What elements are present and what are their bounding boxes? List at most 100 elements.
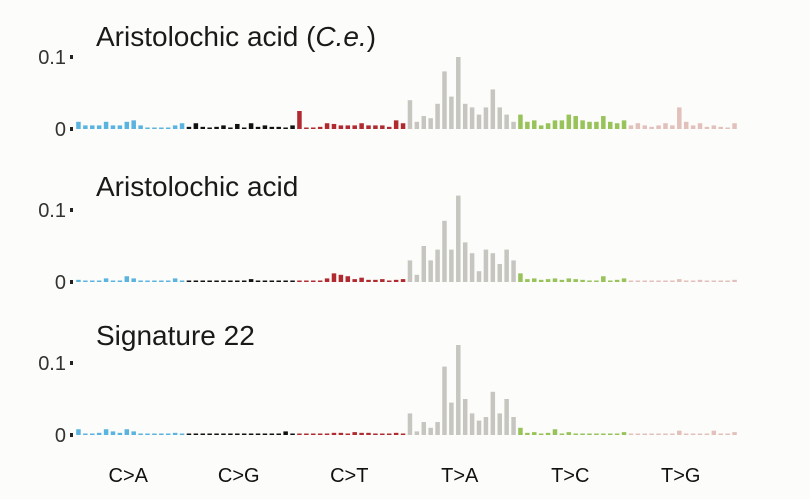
bar-CtoA-2: [83, 280, 88, 282]
panel-title-italic: C.e.: [315, 21, 366, 52]
bar-TtoG-5: [656, 280, 661, 282]
x-category-label: T>C: [551, 465, 589, 487]
bar-CtoG-5: [214, 126, 219, 129]
bar-TtoG-6: [663, 433, 668, 435]
bar-TtoA-14: [497, 413, 502, 435]
bar-TtoC-1: [518, 427, 523, 435]
y-tick-mark: [70, 280, 73, 284]
x-category-label: T>A: [441, 465, 479, 487]
bar-TtoG-3: [642, 433, 648, 435]
bar-TtoC-4: [538, 433, 544, 435]
bar-TtoC-7: [559, 433, 565, 435]
bar-CtoA-1: [76, 429, 81, 435]
bar-TtoA-13: [490, 89, 496, 129]
bar-TtoA-7: [449, 249, 454, 282]
bar-TtoG-12: [704, 433, 710, 435]
bar-CtoA-8: [124, 121, 130, 129]
bar-TtoA-8: [456, 345, 461, 435]
bar-TtoC-3: [532, 278, 537, 282]
bar-CtoT-9: [352, 279, 357, 282]
bar-TtoG-4: [649, 433, 654, 435]
bar-TtoC-3: [532, 432, 537, 435]
bar-TtoC-13: [601, 116, 606, 129]
bar-CtoG-8: [235, 433, 240, 435]
bar-CtoA-11: [145, 127, 150, 129]
bar-TtoG-6: [663, 280, 668, 282]
bar-CtoT-9: [352, 432, 357, 435]
bar-CtoT-4: [317, 126, 323, 129]
bar-CtoA-4: [96, 125, 102, 129]
bar-TtoC-14: [607, 433, 613, 435]
bar-TtoC-4: [538, 125, 544, 129]
y-tick-label: 0.1: [38, 200, 66, 222]
bar-CtoG-10: [248, 123, 254, 129]
bar-TtoG-2: [635, 280, 641, 282]
bar-TtoC-15: [614, 123, 620, 129]
bar-TtoG-1: [628, 280, 634, 282]
bar-CtoA-5: [103, 121, 109, 129]
bar-CtoA-6: [110, 431, 116, 435]
bar-CtoG-6: [221, 280, 226, 282]
bar-TtoA-16: [511, 417, 516, 435]
bar-TtoC-11: [587, 121, 592, 129]
bar-CtoG-9: [241, 127, 247, 129]
bar-CtoA-7: [117, 125, 123, 129]
bar-TtoC-13: [601, 433, 606, 435]
bar-CtoT-14: [386, 433, 392, 435]
bar-CtoT-15: [393, 432, 399, 435]
bar-TtoG-7: [670, 125, 675, 129]
bar-TtoA-5: [435, 422, 440, 435]
bar-TtoA-1: [407, 260, 413, 282]
signature-panels: Aristolochic acid (C.e.)00.1Aristolochic…: [38, 21, 737, 447]
bar-TtoA-14: [497, 107, 502, 129]
bar-TtoA-6: [442, 220, 447, 282]
y-tick-label: 0.1: [38, 47, 66, 69]
bar-TtoG-3: [642, 280, 648, 282]
bar-TtoC-10: [580, 279, 585, 282]
bar-CtoT-16: [400, 123, 406, 129]
bar-CtoG-13: [269, 126, 275, 129]
bar-TtoC-9: [573, 116, 578, 129]
bar-CtoG-12: [262, 125, 268, 129]
bar-CtoA-3: [90, 280, 95, 282]
bar-CtoG-2: [193, 280, 199, 282]
bar-CtoG-8: [235, 123, 240, 129]
bar-TtoA-2: [414, 121, 420, 129]
bar-TtoA-6: [442, 366, 447, 435]
bar-CtoT-6: [331, 273, 337, 282]
bar-TtoA-15: [504, 114, 509, 129]
bar-CtoG-7: [228, 280, 233, 282]
bar-CtoG-16: [290, 433, 295, 435]
panel-title-main: Signature 22: [96, 320, 255, 351]
y-tick-mark: [70, 361, 73, 365]
bar-CtoA-4: [96, 280, 102, 282]
bar-TtoG-8: [677, 107, 682, 129]
bar-TtoC-11: [587, 280, 592, 282]
bar-TtoA-11: [476, 271, 482, 282]
bar-CtoT-2: [304, 127, 309, 129]
bar-TtoA-4: [428, 260, 433, 282]
bar-TtoA-3: [421, 116, 427, 129]
bar-TtoC-8: [566, 432, 572, 435]
bar-TtoA-13: [490, 253, 496, 282]
bar-CtoT-8: [345, 276, 351, 282]
bar-CtoA-6: [110, 125, 116, 129]
bar-CtoA-12: [152, 127, 157, 129]
bar-CtoG-2: [193, 123, 199, 129]
bar-TtoC-2: [525, 279, 530, 282]
bar-CtoA-5: [103, 278, 109, 282]
bar-TtoA-8: [456, 57, 461, 129]
bar-CtoT-7: [338, 125, 344, 129]
x-category-label: T>G: [661, 465, 700, 487]
bar-CtoT-12: [373, 279, 378, 282]
bar-TtoC-5: [545, 279, 551, 282]
bar-CtoT-15: [393, 279, 399, 282]
bar-CtoG-10: [248, 279, 254, 282]
bar-CtoG-15: [283, 431, 288, 435]
bar-TtoC-12: [594, 280, 599, 282]
bar-TtoG-16: [732, 123, 737, 129]
bar-TtoG-16: [732, 432, 737, 435]
bar-TtoG-3: [642, 125, 648, 129]
bar-TtoA-3: [421, 246, 427, 282]
bar-CtoT-1: [297, 280, 302, 282]
